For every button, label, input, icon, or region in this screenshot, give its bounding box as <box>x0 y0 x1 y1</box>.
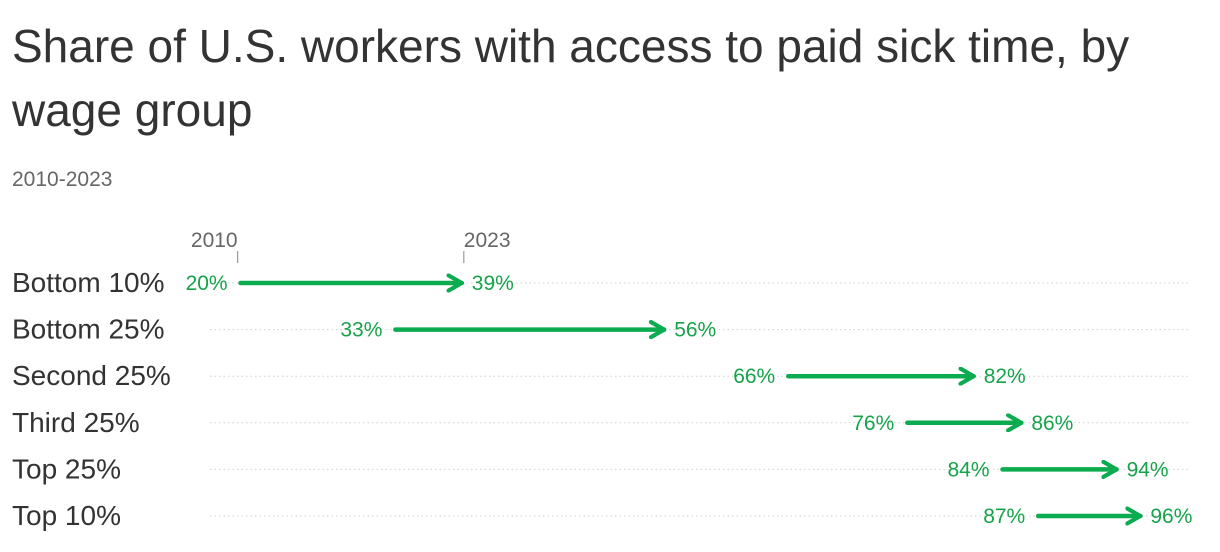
chart-row: Second 25% 66% 82% <box>12 360 1026 391</box>
chart-row: Top 10% 87% 96% <box>12 500 1192 531</box>
start-value-label: 84% <box>947 458 989 481</box>
chart-row: Bottom 10% 20% 39% <box>12 267 514 298</box>
key-label-end: 2023 <box>464 229 511 252</box>
start-value-label: 66% <box>733 365 775 388</box>
end-value-label: 96% <box>1150 505 1192 528</box>
end-value-label: 56% <box>674 319 716 342</box>
chart-rows: Bottom 10% 20% 39% Bottom 25% 33% 56% Second 2… <box>12 267 1192 531</box>
row-label: Third 25% <box>12 407 140 438</box>
row-label: Bottom 10% <box>12 267 165 298</box>
row-label: Bottom 25% <box>12 314 165 345</box>
start-value-label: 33% <box>340 319 382 342</box>
end-value-label: 86% <box>1031 412 1073 435</box>
row-label: Top 25% <box>12 453 121 484</box>
start-value-label: 20% <box>186 272 228 295</box>
row-label: Second 25% <box>12 360 171 391</box>
row-label: Top 10% <box>12 500 121 531</box>
chart-row: Bottom 25% 33% 56% <box>12 314 716 345</box>
end-value-label: 82% <box>984 365 1026 388</box>
chart-title: Share of U.S. workers with access to pai… <box>12 20 1130 136</box>
start-value-label: 76% <box>852 412 894 435</box>
end-value-label: 39% <box>472 272 514 295</box>
end-value-label: 94% <box>1127 458 1169 481</box>
start-value-label: 87% <box>983 505 1025 528</box>
year-key: 2010 2023 <box>191 229 511 263</box>
chart-subtitle: 2010-2023 <box>12 168 113 191</box>
key-label-start: 2010 <box>191 229 238 252</box>
chart-row: Top 25% 84% 94% <box>12 453 1169 484</box>
chart-row: Third 25% 76% 86% <box>12 407 1073 438</box>
